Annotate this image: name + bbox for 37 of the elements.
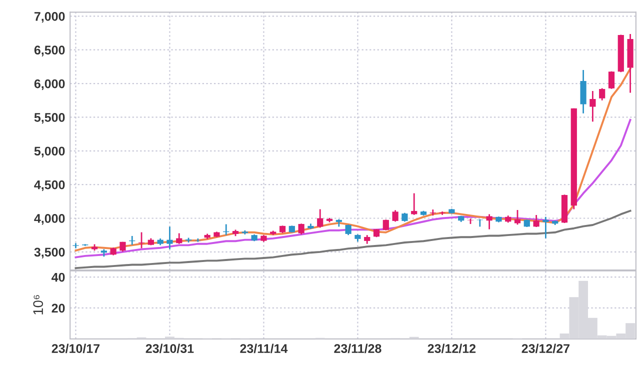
x-tick-label: 23/10/17: [52, 344, 100, 354]
candlestick: [514, 209, 521, 226]
candlestick: [580, 69, 586, 114]
y-axis-title: 10⁶: [33, 295, 44, 314]
candlestick: [599, 88, 606, 102]
candlestick: [608, 70, 615, 90]
candlestick: [542, 216, 549, 239]
y-tick-label: 5,000: [34, 146, 65, 158]
x-tick-label: 23/12/12: [428, 344, 476, 354]
candlestick: [176, 232, 182, 245]
line-series: [74, 210, 632, 270]
candlestick: [590, 90, 596, 122]
y-tick-label: 20: [52, 304, 65, 313]
candlestick: [476, 218, 483, 228]
x-tick-label: 23/11/28: [334, 344, 382, 354]
candlestick: [317, 208, 324, 228]
candlestick: [392, 209, 398, 222]
candlestick: [382, 218, 389, 232]
y-tick-label: 4,500: [34, 180, 65, 192]
candlestick: [345, 224, 352, 236]
y-tick-label: 40: [52, 272, 65, 282]
y-tick-label: 6,000: [34, 79, 65, 90]
y-tick-label: 7,000: [34, 12, 65, 23]
line-series: [74, 118, 632, 258]
x-tick-label: 23/12/27: [522, 344, 570, 354]
candlestick: [298, 222, 304, 236]
candlestick: [166, 226, 173, 250]
y-tick-label: 5,500: [34, 113, 65, 124]
y-tick-label: 6,500: [34, 46, 65, 56]
y-tick-label: 3,500: [34, 248, 65, 258]
x-tick-label: 23/11/14: [240, 344, 288, 354]
candlestick: [486, 214, 492, 230]
candlestick: [194, 238, 201, 243]
x-tick-label: 23/10/31: [146, 344, 194, 354]
candlestick: [411, 192, 418, 216]
y-tick-label: 4,000: [34, 214, 65, 225]
candlestick: [533, 214, 540, 228]
